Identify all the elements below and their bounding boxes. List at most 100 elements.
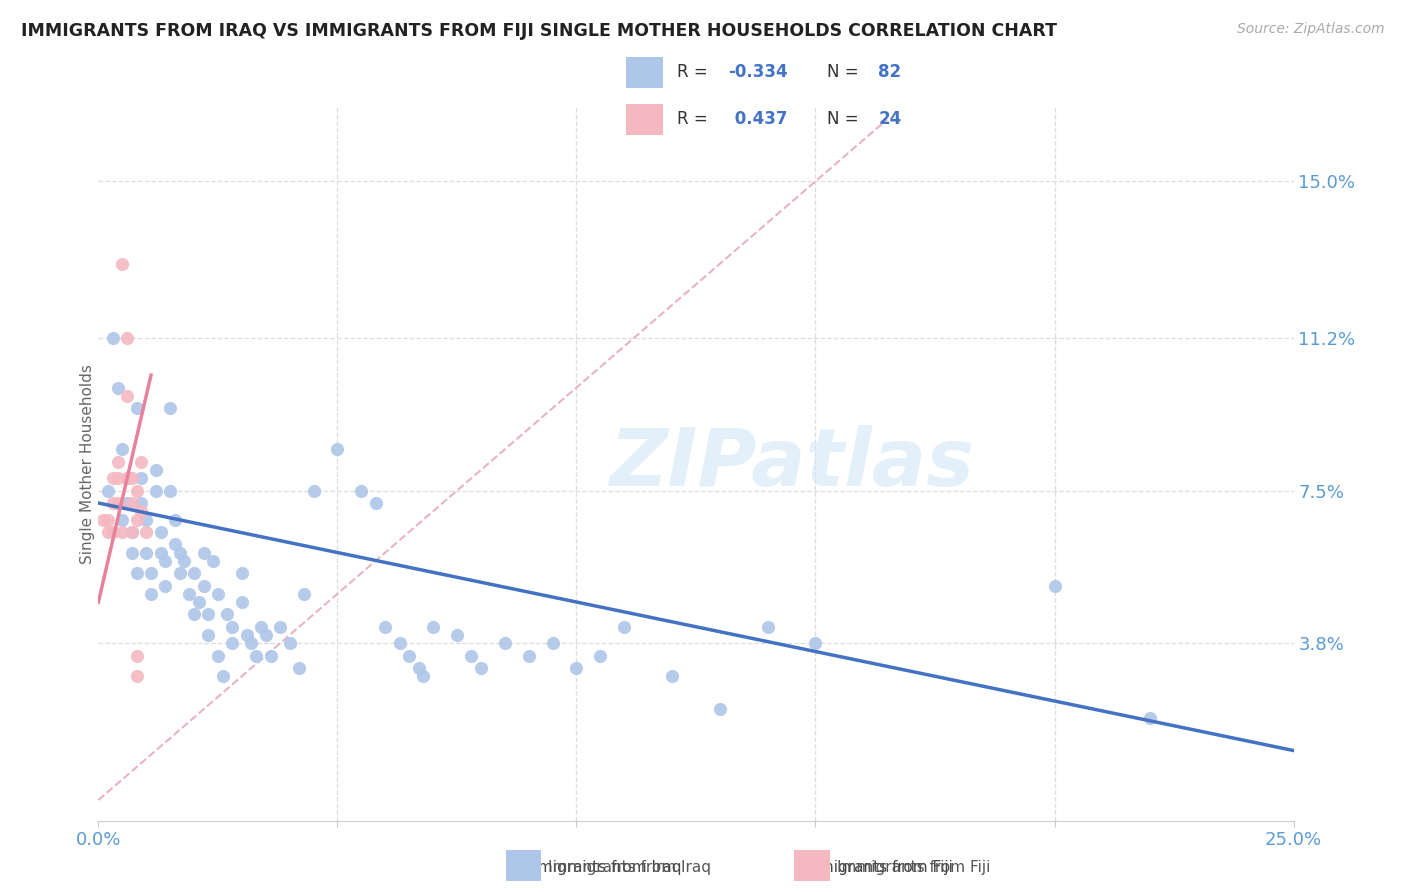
Point — [155, 578, 177, 592]
Text: Immigrants from Iraq: Immigrants from Iraq — [499, 861, 682, 875]
Point — [121, 496, 143, 510]
Point — [131, 504, 153, 518]
Point — [388, 636, 411, 650]
Point — [163, 537, 186, 551]
Point — [288, 661, 311, 675]
Point — [709, 702, 731, 716]
Point — [231, 595, 253, 609]
Point — [804, 636, 827, 650]
Point — [111, 442, 134, 457]
Point — [125, 566, 148, 581]
Point — [115, 471, 138, 485]
Point — [408, 661, 430, 675]
Point — [254, 628, 277, 642]
Text: ZIPatlas: ZIPatlas — [609, 425, 974, 503]
Point — [169, 545, 191, 559]
Point — [494, 636, 516, 650]
Point — [1139, 710, 1161, 724]
Text: 82: 82 — [879, 63, 901, 81]
Point — [149, 524, 172, 539]
Point — [121, 471, 143, 485]
Text: N =: N = — [827, 63, 865, 81]
Point — [169, 566, 191, 581]
Point — [115, 496, 138, 510]
Point — [179, 587, 201, 601]
Point — [193, 578, 215, 592]
Point — [193, 545, 215, 559]
Point — [589, 648, 612, 663]
Point — [121, 524, 143, 539]
Point — [211, 669, 233, 683]
Point — [131, 496, 153, 510]
Point — [245, 648, 267, 663]
Point — [163, 512, 186, 526]
Point — [111, 257, 134, 271]
Text: 24: 24 — [879, 111, 901, 128]
Point — [139, 587, 162, 601]
Point — [183, 566, 205, 581]
Point — [422, 620, 444, 634]
Point — [398, 648, 420, 663]
Point — [1043, 578, 1066, 592]
Point — [149, 545, 172, 559]
Text: R =: R = — [678, 63, 713, 81]
FancyBboxPatch shape — [626, 104, 662, 135]
Point — [131, 471, 153, 485]
Point — [101, 524, 124, 539]
Point — [101, 471, 124, 485]
Point — [221, 620, 243, 634]
Point — [139, 566, 162, 581]
Point — [613, 620, 636, 634]
Point — [97, 512, 120, 526]
Point — [565, 661, 588, 675]
Y-axis label: Single Mother Households: Single Mother Households — [80, 364, 94, 564]
Point — [91, 512, 114, 526]
Point — [470, 661, 492, 675]
Point — [278, 636, 301, 650]
Point — [125, 669, 148, 683]
Point — [111, 512, 134, 526]
Point — [202, 554, 225, 568]
Point — [517, 648, 540, 663]
Point — [115, 471, 138, 485]
Point — [107, 380, 129, 394]
Point — [240, 636, 263, 650]
Point — [661, 669, 683, 683]
Point — [145, 483, 167, 498]
Point — [97, 483, 120, 498]
Point — [125, 483, 148, 498]
Point — [292, 587, 315, 601]
Point — [235, 628, 257, 642]
Point — [197, 628, 219, 642]
Point — [259, 648, 281, 663]
Text: Immigrants from Iraq: Immigrants from Iraq — [548, 860, 711, 874]
Point — [125, 512, 148, 526]
Point — [302, 483, 325, 498]
Text: -0.334: -0.334 — [728, 63, 789, 81]
Point — [131, 455, 153, 469]
Point — [145, 463, 167, 477]
Text: N =: N = — [827, 111, 865, 128]
Point — [541, 636, 564, 650]
Text: IMMIGRANTS FROM IRAQ VS IMMIGRANTS FROM FIJI SINGLE MOTHER HOUSEHOLDS CORRELATIO: IMMIGRANTS FROM IRAQ VS IMMIGRANTS FROM … — [21, 22, 1057, 40]
Point — [111, 524, 134, 539]
Text: Immigrants from Fiji: Immigrants from Fiji — [837, 860, 990, 874]
Point — [217, 607, 239, 622]
Point — [135, 545, 157, 559]
Point — [364, 496, 387, 510]
Point — [97, 524, 120, 539]
Point — [101, 496, 124, 510]
Point — [207, 587, 229, 601]
Text: Immigrants from Fiji: Immigrants from Fiji — [780, 861, 953, 875]
Point — [374, 620, 396, 634]
Point — [250, 620, 273, 634]
Point — [115, 331, 138, 345]
Point — [125, 401, 148, 416]
Point — [121, 524, 143, 539]
Point — [115, 389, 138, 403]
Point — [135, 524, 157, 539]
Point — [155, 554, 177, 568]
Text: Source: ZipAtlas.com: Source: ZipAtlas.com — [1237, 22, 1385, 37]
Point — [125, 648, 148, 663]
Point — [173, 554, 195, 568]
